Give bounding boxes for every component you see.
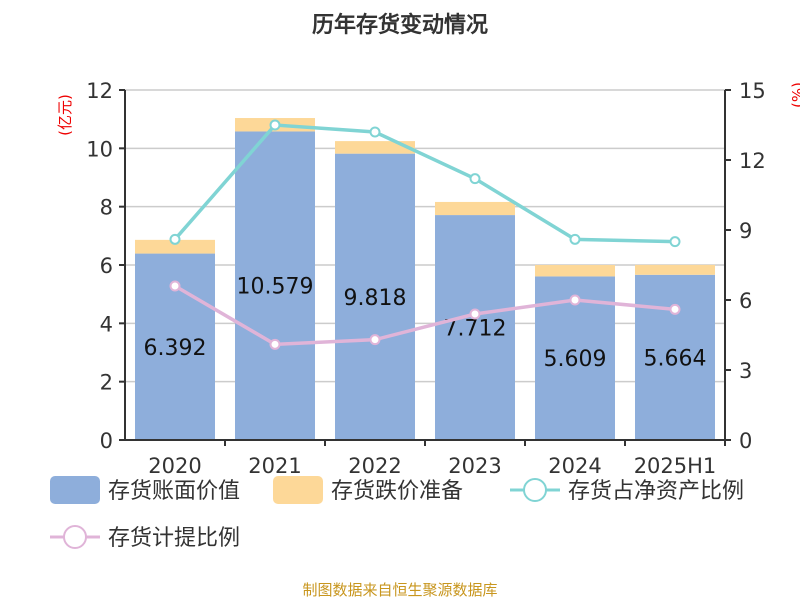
- legend-marker: [63, 525, 87, 549]
- x-tick-label: 2020: [148, 454, 201, 478]
- bar-provision: [135, 239, 215, 254]
- legend-marker: [523, 478, 547, 502]
- bar-data-label: 5.664: [644, 346, 707, 371]
- y2-tick-label: 3: [739, 359, 752, 383]
- legend-label: 存货账面价值: [108, 479, 240, 504]
- line-point: [569, 294, 581, 306]
- bar-provision: [535, 265, 615, 277]
- bar-book-value: [435, 215, 515, 440]
- bar-provision: [335, 141, 415, 154]
- line-point: [669, 236, 681, 248]
- y-tick-label: 8: [100, 196, 113, 220]
- x-tick-label: 2023: [448, 454, 501, 478]
- line-point: [469, 308, 481, 320]
- legend-swatch: [273, 476, 323, 504]
- y-axis-label: (亿元): [56, 94, 74, 136]
- chart-title: 历年存货变动情况: [312, 12, 488, 38]
- y-tick-label: 2: [100, 371, 113, 395]
- bar-data-label: 9.818: [344, 286, 407, 311]
- y2-axis-label: (%): [789, 82, 800, 108]
- bar-data-label: 10.579: [237, 275, 314, 300]
- y-tick-label: 10: [86, 137, 113, 161]
- y-tick-label: 0: [100, 429, 113, 453]
- line-series: [173, 123, 676, 244]
- line-point: [369, 334, 381, 346]
- y-tick-label: 4: [100, 312, 113, 336]
- x-tick-label: 2025H1: [634, 454, 717, 478]
- y2-tick-label: 6: [739, 289, 752, 313]
- y2-tick-label: 15: [739, 79, 766, 103]
- x-tick-label: 2021: [248, 454, 301, 478]
- line-series: [174, 284, 676, 347]
- bar-book-value: [635, 274, 715, 440]
- line-point: [269, 119, 281, 131]
- line-point: [669, 303, 681, 315]
- bar-book-value: [335, 153, 415, 440]
- bar-provision: [635, 264, 715, 275]
- bar-provision: [435, 201, 515, 216]
- y-tick-label: 12: [86, 79, 113, 103]
- bar-data-label: 6.392: [144, 336, 207, 361]
- y2-tick-label: 0: [739, 429, 752, 453]
- y-tick-label: 6: [100, 254, 113, 278]
- bar-data-label: 5.609: [544, 347, 607, 372]
- y2-tick-label: 9: [739, 219, 752, 243]
- legend-label: 存货跌价准备: [331, 479, 463, 504]
- legend-label: 存货计提比例: [108, 526, 240, 551]
- line-point: [369, 126, 381, 138]
- line-point: [269, 338, 281, 350]
- line-point: [169, 280, 181, 292]
- line-point: [469, 173, 481, 185]
- x-tick-label: 2022: [348, 454, 401, 478]
- legend-label: 存货占净资产比例: [568, 479, 744, 504]
- legend-swatch: [50, 476, 100, 504]
- bar-book-value: [235, 131, 315, 440]
- x-tick-label: 2024: [548, 454, 601, 478]
- y2-tick-label: 12: [739, 149, 766, 173]
- source-note: 制图数据来自恒生聚源数据库: [302, 581, 497, 599]
- line-point: [169, 233, 181, 245]
- line-point: [569, 233, 581, 245]
